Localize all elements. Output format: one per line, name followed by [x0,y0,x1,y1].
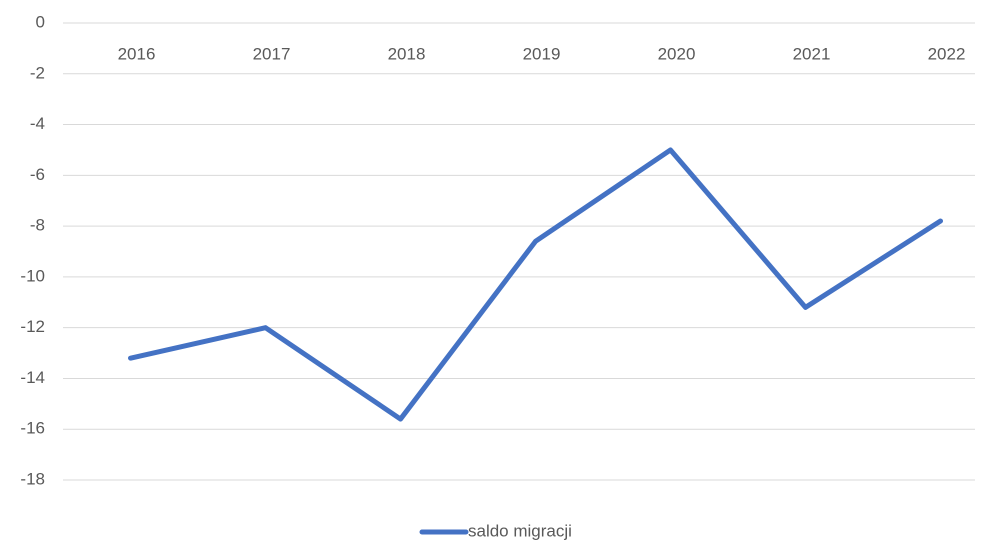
legend-label: saldo migracji [468,521,572,540]
y-tick-label: -18 [20,469,45,488]
y-tick-label: -6 [30,165,45,184]
x-tick-label: 2018 [388,44,426,63]
y-tick-label: -14 [20,368,45,387]
x-tick-label: 2022 [928,44,966,63]
y-tick-label: -8 [30,216,45,235]
y-tick-label: -4 [30,114,45,133]
y-tick-label: -16 [20,419,45,438]
x-tick-label: 2021 [793,44,831,63]
y-tick-label: 0 [36,12,45,31]
x-tick-label: 2020 [658,44,696,63]
y-tick-label: -12 [20,317,45,336]
x-tick-label: 2017 [253,44,291,63]
y-tick-label: -2 [30,63,45,82]
y-tick-label: -10 [20,266,45,285]
x-tick-label: 2019 [523,44,561,63]
data-line [128,147,943,422]
x-tick-label: 2016 [118,44,156,63]
